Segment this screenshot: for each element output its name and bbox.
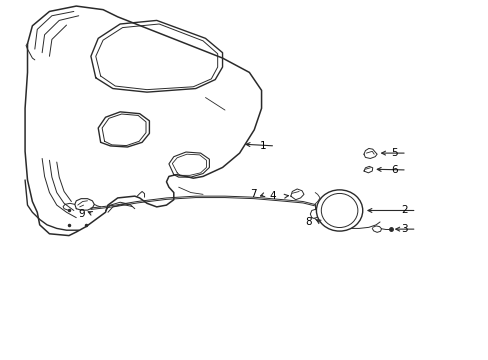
Ellipse shape — [316, 190, 362, 231]
Text: 5: 5 — [391, 148, 397, 158]
Text: 3: 3 — [401, 224, 407, 234]
Text: 6: 6 — [391, 165, 397, 175]
Ellipse shape — [321, 193, 357, 228]
Text: 4: 4 — [269, 191, 276, 201]
Text: 8: 8 — [305, 217, 311, 227]
Text: 7: 7 — [249, 189, 256, 199]
Text: 2: 2 — [401, 206, 407, 216]
Text: 9: 9 — [78, 209, 84, 219]
Text: 1: 1 — [259, 141, 266, 151]
